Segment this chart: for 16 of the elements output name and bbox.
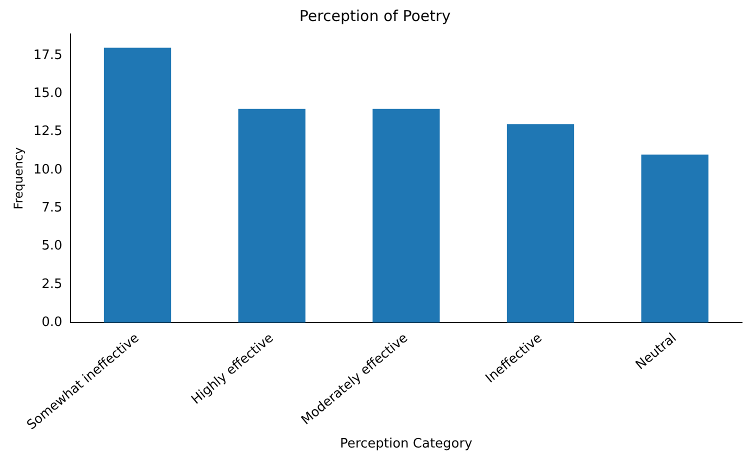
chart-title: Perception of Poetry: [299, 6, 451, 25]
y-axis-title: Frequency: [11, 147, 26, 210]
y-tick-label: 12.5: [33, 124, 62, 140]
y-tick-label: 5.0: [42, 238, 62, 254]
y-tick-label: 2.5: [42, 276, 62, 292]
bar: [641, 154, 708, 323]
y-tick-label: 10.0: [33, 162, 62, 178]
y-tick-label: 7.5: [42, 200, 62, 216]
y-tick-label: 15.0: [33, 86, 62, 101]
y-tick-label: 17.5: [33, 48, 62, 63]
bar: [238, 108, 306, 323]
bar: [506, 124, 574, 323]
bar: [372, 108, 440, 323]
x-axis-title: Perception Category: [340, 436, 473, 452]
bar: [104, 48, 172, 323]
y-tick-label: 0.0: [42, 315, 62, 330]
